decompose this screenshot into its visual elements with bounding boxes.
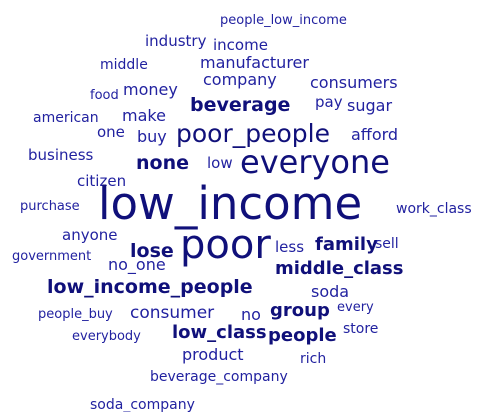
word: people <box>268 325 337 346</box>
word: store <box>343 321 378 337</box>
word: anyone <box>62 226 118 244</box>
word: business <box>28 146 94 164</box>
word: soda <box>311 282 349 301</box>
word: everyone <box>240 143 390 181</box>
word: manufacturer <box>200 53 309 72</box>
word: no_one <box>108 255 166 275</box>
word: family <box>315 234 378 255</box>
word: food <box>90 88 119 103</box>
word: middle <box>100 57 148 73</box>
word: purchase <box>20 199 80 214</box>
word: every <box>337 300 374 315</box>
word: citizen <box>77 172 126 190</box>
word: money <box>123 80 178 99</box>
word: soda_company <box>90 397 195 412</box>
word: pay <box>315 93 343 111</box>
word: people_low_income <box>220 13 347 28</box>
word: low_class <box>172 322 267 343</box>
word: sugar <box>347 96 392 115</box>
word: company <box>203 70 277 89</box>
word: lose <box>130 240 174 262</box>
word: group <box>270 300 330 321</box>
word: rich <box>300 351 326 367</box>
word: product <box>182 345 244 364</box>
word: buy <box>137 127 167 146</box>
word: everybody <box>72 329 141 344</box>
word: beverage <box>190 94 290 116</box>
word: low_income_people <box>47 276 253 298</box>
word: work_class <box>396 201 472 217</box>
word: consumer <box>130 303 214 323</box>
word: less <box>275 238 304 256</box>
word: make <box>122 106 166 125</box>
word: income <box>213 36 268 54</box>
word: industry <box>145 32 207 50</box>
word: no <box>241 305 261 324</box>
word: one <box>97 123 125 141</box>
word: consumers <box>310 73 398 92</box>
word: low_income <box>98 177 362 230</box>
word: poor <box>180 222 271 268</box>
word: afford <box>351 125 398 144</box>
word: american <box>33 110 99 126</box>
word: poor_people <box>176 119 330 148</box>
word: people_buy <box>38 307 113 322</box>
word: none <box>136 152 189 174</box>
word: middle_class <box>275 258 404 279</box>
word: low <box>207 154 233 172</box>
word: government <box>12 249 91 264</box>
word: beverage_company <box>150 369 288 385</box>
word: sell <box>375 236 399 252</box>
